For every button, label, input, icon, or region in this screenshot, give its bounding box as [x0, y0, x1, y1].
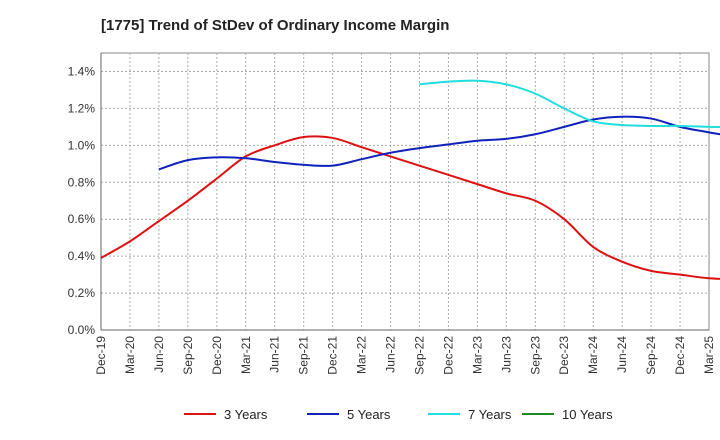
x-tick-label: Sep-21	[297, 336, 311, 375]
x-axis-ticks: Dec-19 Mar-20 Jun-20 Sep-20 Dec-20 Mar-21 Jun-…	[94, 336, 716, 375]
x-tick-label: Mar-22	[355, 336, 369, 374]
x-tick-label: Dec-20	[210, 336, 224, 375]
x-tick-label: Mar-23	[470, 336, 484, 374]
series-layer	[100, 79, 720, 280]
x-tick-label: Sep-20	[181, 336, 195, 375]
plot-frame	[100, 52, 710, 331]
legend-label-4: 10 Years	[562, 407, 613, 422]
x-tick-label: Dec-23	[557, 336, 571, 375]
x-tick-label: Mar-25	[702, 336, 716, 374]
y-tick-label: 0.0%	[68, 323, 96, 337]
x-tick-label: Mar-21	[239, 336, 253, 374]
y-tick-label: 1.2%	[68, 101, 96, 115]
legend-label-3: 7 Years	[468, 407, 512, 422]
x-tick-label: Jun-21	[268, 336, 282, 373]
x-tick-label: Jun-24	[615, 336, 629, 373]
legend: 3 Years 5 Years 7 Years 10 Years	[184, 407, 613, 422]
x-tick-label: Dec-24	[673, 336, 687, 375]
x-tick-label: Sep-24	[644, 336, 658, 375]
legend-label-2: 5 Years	[347, 407, 391, 422]
series-line-2	[158, 115, 720, 171]
x-tick-label: Jun-23	[499, 336, 513, 373]
x-tick-label: Jun-20	[152, 336, 166, 373]
y-tick-label: 0.6%	[68, 212, 96, 226]
series-line-1	[100, 135, 720, 280]
y-tick-label: 0.4%	[68, 249, 96, 263]
y-axis-ticks: 0.0% 0.2% 0.4% 0.6% 0.8% 1.0% 1.2% 1.4%	[68, 64, 96, 337]
chart-title: [1775] Trend of StDev of Ordinary Income…	[101, 17, 449, 34]
x-tick-label: Sep-23	[528, 336, 542, 375]
legend-label-1: 3 Years	[224, 407, 268, 422]
grid	[100, 53, 709, 331]
series-line-3	[419, 79, 720, 128]
plot-area	[100, 52, 710, 331]
x-tick-label: Mar-24	[586, 336, 600, 374]
y-tick-label: 1.0%	[68, 138, 96, 152]
x-tick-label: Sep-22	[412, 336, 426, 375]
y-tick-label: 0.8%	[68, 175, 96, 189]
x-tick-label: Dec-22	[441, 336, 455, 375]
y-tick-label: 1.4%	[68, 64, 96, 78]
x-tick-label: Jun-22	[384, 336, 398, 373]
y-tick-label: 0.2%	[68, 286, 96, 300]
x-tick-label: Dec-19	[94, 336, 108, 375]
x-tick-label: Mar-20	[123, 336, 137, 374]
x-tick-label: Dec-21	[326, 336, 340, 375]
